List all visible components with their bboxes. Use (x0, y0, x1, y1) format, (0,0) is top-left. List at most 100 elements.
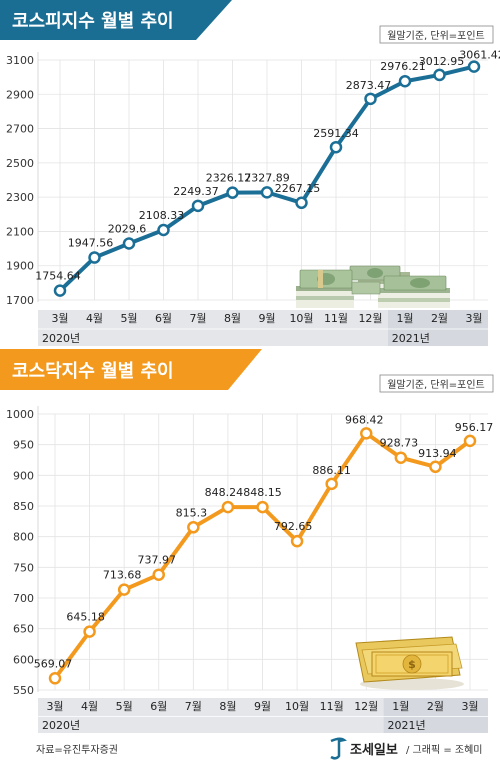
year-2021-band (383, 698, 488, 733)
x-tick-label: 8월 (224, 312, 241, 325)
x-tick-label: 2월 (431, 312, 448, 325)
data-point (360, 427, 373, 440)
data-label: 2029.6 (108, 222, 147, 235)
money-stack-icon (296, 265, 450, 308)
data-point (260, 186, 274, 199)
data-label: 792.65 (274, 520, 313, 533)
data-label: 886.11 (312, 464, 351, 477)
x-tick-label: 3월 (461, 700, 478, 713)
x-tick-label: 6월 (150, 700, 167, 713)
data-point (433, 68, 446, 82)
year-label-2021: 2021년 (392, 332, 430, 345)
source-note: 자료=유진투자증권 (36, 744, 118, 756)
y-tick-label: 3100 (6, 54, 34, 67)
data-label: 848.24 (205, 486, 244, 499)
data-label: 3061.42 (459, 49, 500, 62)
y-tick-label: 600 (13, 653, 34, 666)
year-label-2020: 2020년 (42, 719, 80, 732)
kospi-title: 코스피지수 월별 추이 (12, 11, 174, 32)
y-tick-label: 2500 (6, 157, 34, 170)
x-tick-label: 12월 (354, 700, 378, 713)
y-tick-label: 2100 (6, 225, 34, 238)
kospi-banner: 코스피지수 월별 추이 (0, 0, 232, 40)
data-point (429, 460, 442, 474)
x-tick-label: 5월 (120, 312, 137, 325)
data-point (88, 251, 101, 264)
data-label: 3012.95 (419, 55, 465, 68)
data-point (295, 196, 308, 210)
data-label: 928.73 (380, 437, 419, 450)
data-point (226, 186, 239, 199)
y-tick-label: 2900 (6, 88, 34, 101)
y-tick-label: 1000 (6, 408, 34, 421)
kosdaq-x-axis: 3월 4월 5월 6월 7월 8월 9월 10월 11월 12월 1월 2월 3월 2020년 2021년 (38, 698, 488, 733)
data-label: 2108.33 (139, 209, 185, 222)
data-point (83, 625, 96, 638)
data-label: 713.68 (103, 569, 142, 582)
data-point (364, 92, 377, 106)
kospi-grid: 1700 1900 2100 2300 2500 2700 2900 3100 (6, 52, 488, 307)
data-point (53, 284, 67, 297)
data-point (157, 223, 170, 237)
kospi-x-axis: 3월 4월 5월 6월 7월 8월 9월 10월 11월 12월 1월 2월 3월 2020년 2021년 (38, 310, 488, 346)
y-tick-label: 1700 (6, 294, 34, 307)
x-tick-label: 3월 (51, 312, 68, 325)
x-tick-label: 1월 (392, 700, 409, 713)
brand-name: 조세일보 (350, 743, 398, 758)
data-label: 645.18 (66, 611, 105, 624)
data-point (394, 451, 408, 464)
x-tick-label: 4월 (86, 312, 103, 325)
data-label: 2976.21 (380, 60, 426, 73)
x-tick-label: 5월 (116, 700, 133, 713)
y-tick-label: 550 (13, 684, 34, 697)
x-tick-label: 2월 (427, 700, 444, 713)
data-label: 848.15 (243, 486, 282, 499)
y-tick-label: 1900 (6, 260, 34, 273)
data-label: 815.3 (176, 506, 208, 519)
data-label: 968.42 (345, 413, 384, 426)
data-point (48, 672, 62, 685)
x-tick-label: 9월 (254, 700, 271, 713)
x-tick-label: 3월 (465, 312, 482, 325)
kosdaq-banner: 코스닥지수 월별 추이 (0, 349, 262, 390)
x-tick-label: 8월 (219, 700, 236, 713)
gold-banknotes-icon: $ (355, 636, 464, 690)
data-point (467, 60, 481, 73)
y-tick-label: 850 (13, 500, 34, 513)
data-label: 956.17 (455, 421, 494, 434)
year-label-2020: 2020년 (42, 332, 80, 345)
data-point (122, 237, 136, 250)
x-tick-label: 3월 (46, 700, 63, 713)
data-label: 1947.56 (68, 237, 114, 250)
kospi-unit-note: 월말기준, 단위=포인트 (387, 29, 485, 42)
data-label: 2267.15 (275, 182, 321, 195)
y-tick-label: 900 (13, 469, 34, 482)
kospi-unit-note-box: 월말기준, 단위=포인트 (379, 25, 494, 44)
data-point (463, 434, 477, 448)
x-tick-label: 12월 (358, 312, 382, 325)
year-label-2021: 2021년 (388, 719, 426, 732)
kosdaq-grid: 550 600 650 700 750 800 850 900 950 1000 (6, 406, 488, 697)
kosdaq-title: 코스닥지수 월별 추이 (12, 361, 174, 382)
data-point (152, 568, 165, 581)
data-point (221, 500, 235, 514)
y-tick-label: 650 (13, 623, 34, 636)
data-label: 1754.64 (35, 270, 81, 283)
data-label: 569.07 (34, 657, 73, 670)
data-label: 2591.34 (313, 127, 359, 140)
x-tick-label: 1월 (396, 312, 413, 325)
data-point (256, 500, 269, 514)
brand-logo-icon (330, 737, 347, 760)
data-point (290, 534, 304, 548)
y-tick-label: 700 (13, 592, 34, 605)
y-tick-label: 750 (13, 561, 34, 574)
x-tick-label: 10월 (285, 700, 309, 713)
kosdaq-line: 569.07 645.18 713.68 737.97 815.3 848.24 848.1… (34, 413, 494, 685)
data-label: 2249.37 (173, 185, 219, 198)
y-tick-label: 2700 (6, 123, 34, 136)
data-point (117, 583, 131, 596)
footer: 자료=유진투자증권 조세일보 / 그래픽 = 조혜미 (36, 737, 482, 760)
data-label: 913.94 (418, 447, 457, 460)
